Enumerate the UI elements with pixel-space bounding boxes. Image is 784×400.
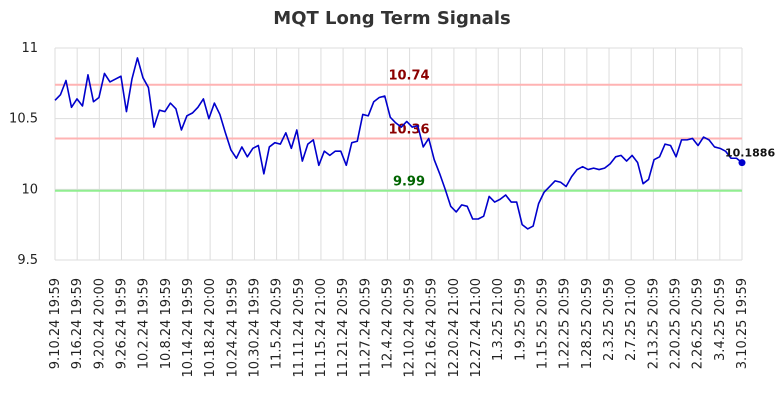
y-axis-ticks: 9.5 10 10.5 11 xyxy=(9,41,38,268)
x-tick-label: 1.28.25 20:59 xyxy=(580,278,595,369)
level-label: 10.74 xyxy=(388,69,429,84)
grid-lines xyxy=(54,47,743,261)
series-line xyxy=(54,57,743,230)
x-tick-label: 11.21.24 20:59 xyxy=(336,278,351,378)
x-tick-label: 10.30.24 19:59 xyxy=(247,278,262,378)
x-tick-label: 12.10.24 20:59 xyxy=(403,278,418,378)
x-tick-label: 12.4.24 20:59 xyxy=(380,278,395,369)
x-tick-label: 11.27.24 20:59 xyxy=(358,278,373,378)
x-tick-label: 12.27.24 21:00 xyxy=(469,278,484,378)
y-tick-label: 10.5 xyxy=(9,112,38,127)
x-tick-label: 1.15.25 20:59 xyxy=(536,278,551,369)
x-tick-label: 11.15.24 21:00 xyxy=(314,278,329,378)
last-point-marker xyxy=(738,159,746,167)
x-tick-label: 10.18.24 20:00 xyxy=(203,278,218,378)
chart-title: MQT Long Term Signals xyxy=(273,8,511,29)
x-tick-label: 2.26.25 20:59 xyxy=(691,278,706,369)
x-tick-label: 10.8.24 19:59 xyxy=(159,278,174,369)
x-tick-label: 9.16.24 19:59 xyxy=(70,278,85,369)
x-tick-label: 3.10.25 19:59 xyxy=(735,278,750,369)
x-tick-label: 2.7.25 21:00 xyxy=(624,278,639,361)
x-tick-label: 11.5.24 20:59 xyxy=(270,278,285,369)
x-tick-label: 1.22.25 20:59 xyxy=(558,278,573,369)
x-tick-label: 9.26.24 19:59 xyxy=(114,278,129,369)
x-tick-label: 10.14.24 19:59 xyxy=(181,278,196,378)
y-tick-label: 10 xyxy=(21,182,38,197)
price-series: 10.1886 xyxy=(54,57,775,230)
x-tick-label: 3.4.25 20:59 xyxy=(713,278,728,361)
y-tick-label: 9.5 xyxy=(17,253,38,268)
x-tick-label: 2.3.25 20:59 xyxy=(602,278,617,361)
last-value-label: 10.1886 xyxy=(725,147,775,160)
x-tick-label: 12.16.24 20:59 xyxy=(425,278,440,378)
x-tick-label: 11.11.24 20:59 xyxy=(292,278,307,378)
level-label: 9.99 xyxy=(393,175,425,190)
x-tick-label: 2.20.25 20:59 xyxy=(669,278,684,369)
x-tick-label: 9.20.24 20:00 xyxy=(92,278,107,369)
x-tick-label: 12.20.24 21:00 xyxy=(447,278,462,378)
x-tick-label: 2.13.25 20:59 xyxy=(646,278,661,369)
y-tick-label: 11 xyxy=(21,41,38,56)
x-tick-label: 1.3.25 21:00 xyxy=(491,278,506,361)
x-tick-label: 9.10.24 19:59 xyxy=(48,278,63,369)
x-tick-label: 1.9.25 20:59 xyxy=(513,278,528,361)
x-axis-ticks: 9.10.24 19:59 9.16.24 19:59 9.20.24 20:00 9… xyxy=(48,278,750,378)
x-tick-label: 10.24.24 19:59 xyxy=(225,278,240,378)
x-tick-label: 10.2.24 19:59 xyxy=(137,278,152,369)
